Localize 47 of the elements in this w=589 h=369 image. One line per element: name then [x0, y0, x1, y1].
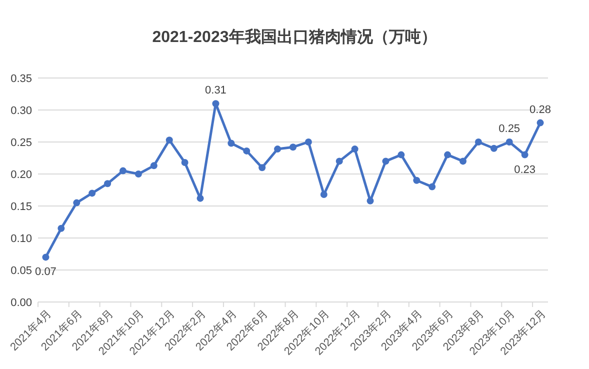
point — [258, 164, 266, 172]
point — [382, 158, 390, 165]
data-label: 0.23 — [514, 164, 536, 176]
point — [58, 224, 65, 232]
point — [150, 162, 158, 170]
point — [444, 151, 452, 158]
data-label: 0.25 — [498, 123, 520, 135]
point — [243, 147, 250, 154]
y-tick-label: 0.30 — [10, 105, 32, 117]
point — [398, 151, 405, 158]
point — [474, 138, 482, 146]
y-tick-label: 0.35 — [10, 73, 32, 85]
data-label: 0.28 — [530, 104, 551, 116]
data-label: 0.07 — [35, 266, 56, 278]
point — [42, 254, 50, 261]
point — [73, 199, 80, 206]
y-tick-label: 0.25 — [10, 137, 32, 149]
point — [366, 197, 374, 204]
point — [104, 180, 112, 188]
point — [196, 194, 204, 202]
point — [120, 167, 126, 174]
point — [166, 136, 173, 144]
point — [212, 100, 220, 108]
data-label: 0.31 — [205, 84, 226, 97]
chart-title: 2021-2023年我国出口猪肉情况（万吨） — [152, 28, 437, 46]
point — [88, 190, 96, 197]
point — [336, 158, 343, 165]
point — [506, 138, 513, 146]
point — [351, 146, 358, 153]
point — [490, 144, 498, 152]
point — [413, 176, 420, 184]
point — [290, 144, 296, 151]
y-tick-label: 0.20 — [10, 169, 32, 181]
y-tick-label: 0.10 — [10, 233, 32, 245]
point — [460, 158, 466, 165]
point — [428, 183, 436, 190]
point — [304, 138, 312, 146]
y-tick-label: 0.05 — [10, 265, 32, 277]
y-tick-label: 0.15 — [10, 201, 32, 213]
point — [320, 190, 328, 198]
point — [521, 151, 528, 158]
point — [134, 170, 142, 178]
point — [536, 119, 544, 126]
point — [181, 158, 188, 166]
point — [228, 140, 235, 147]
y-tick-label: 0.00 — [10, 297, 32, 309]
point — [274, 146, 282, 153]
